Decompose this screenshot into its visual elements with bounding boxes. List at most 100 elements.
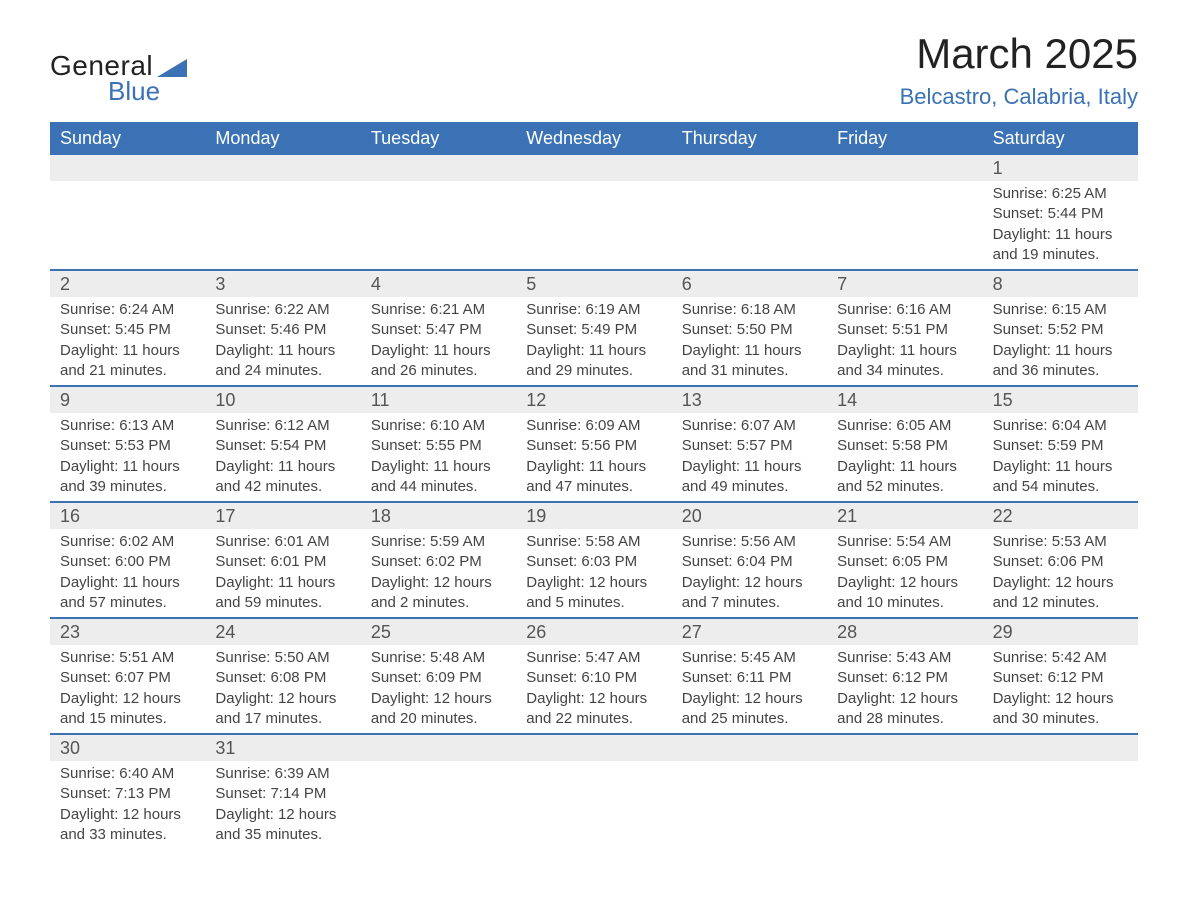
day-line-sunrise: Sunrise: 6:19 AM <box>526 300 661 320</box>
day-line-day2: and 2 minutes. <box>371 593 506 613</box>
day-line-sunset: Sunset: 6:04 PM <box>682 552 817 572</box>
date-row: 1 <box>50 155 1138 181</box>
day-line-day2: and 7 minutes. <box>682 593 817 613</box>
day-line-day1: Daylight: 12 hours <box>682 689 817 709</box>
day-line-day2: and 35 minutes. <box>215 825 350 845</box>
day-line-day2: and 52 minutes. <box>837 477 972 497</box>
logo-triangle-icon <box>157 55 187 77</box>
date-row: 23242526272829 <box>50 617 1138 645</box>
day-line-sunrise: Sunrise: 6:05 AM <box>837 416 972 436</box>
calendar: Sunday Monday Tuesday Wednesday Thursday… <box>50 122 1138 849</box>
day-line-day1: Daylight: 11 hours <box>215 341 350 361</box>
day-cell: Sunrise: 6:18 AMSunset: 5:50 PMDaylight:… <box>672 297 827 385</box>
day-cell: Sunrise: 6:09 AMSunset: 5:56 PMDaylight:… <box>516 413 671 501</box>
day-cell: Sunrise: 6:39 AMSunset: 7:14 PMDaylight:… <box>205 761 360 849</box>
day-cell <box>827 761 982 849</box>
day-line-day2: and 47 minutes. <box>526 477 661 497</box>
day-cell: Sunrise: 5:59 AMSunset: 6:02 PMDaylight:… <box>361 529 516 617</box>
date-number <box>516 735 671 761</box>
day-cell: Sunrise: 6:40 AMSunset: 7:13 PMDaylight:… <box>50 761 205 849</box>
date-number: 4 <box>361 271 516 297</box>
weekday-header-row: Sunday Monday Tuesday Wednesday Thursday… <box>50 122 1138 155</box>
day-line-day2: and 10 minutes. <box>837 593 972 613</box>
date-number: 17 <box>205 503 360 529</box>
day-cell: Sunrise: 6:19 AMSunset: 5:49 PMDaylight:… <box>516 297 671 385</box>
day-line-day2: and 28 minutes. <box>837 709 972 729</box>
date-number: 3 <box>205 271 360 297</box>
date-number <box>827 735 982 761</box>
day-line-day1: Daylight: 11 hours <box>837 457 972 477</box>
date-number: 1 <box>983 155 1138 181</box>
day-cell: Sunrise: 6:01 AMSunset: 6:01 PMDaylight:… <box>205 529 360 617</box>
day-line-sunrise: Sunrise: 6:12 AM <box>215 416 350 436</box>
date-number: 14 <box>827 387 982 413</box>
date-number: 2 <box>50 271 205 297</box>
date-number: 19 <box>516 503 671 529</box>
day-line-sunrise: Sunrise: 5:59 AM <box>371 532 506 552</box>
date-number <box>827 155 982 181</box>
day-line-day2: and 34 minutes. <box>837 361 972 381</box>
day-line-day2: and 21 minutes. <box>60 361 195 381</box>
day-line-sunset: Sunset: 7:14 PM <box>215 784 350 804</box>
day-cell: Sunrise: 5:48 AMSunset: 6:09 PMDaylight:… <box>361 645 516 733</box>
date-number: 27 <box>672 619 827 645</box>
day-line-day2: and 17 minutes. <box>215 709 350 729</box>
day-line-sunrise: Sunrise: 6:18 AM <box>682 300 817 320</box>
day-cell: Sunrise: 5:42 AMSunset: 6:12 PMDaylight:… <box>983 645 1138 733</box>
data-row: Sunrise: 6:40 AMSunset: 7:13 PMDaylight:… <box>50 761 1138 849</box>
day-line-sunrise: Sunrise: 6:25 AM <box>993 184 1128 204</box>
day-line-day1: Daylight: 12 hours <box>837 689 972 709</box>
date-number <box>361 735 516 761</box>
day-line-day2: and 22 minutes. <box>526 709 661 729</box>
day-line-day1: Daylight: 11 hours <box>60 457 195 477</box>
day-cell: Sunrise: 5:54 AMSunset: 6:05 PMDaylight:… <box>827 529 982 617</box>
logo: General Blue <box>50 50 187 107</box>
data-row: Sunrise: 5:51 AMSunset: 6:07 PMDaylight:… <box>50 645 1138 733</box>
day-line-sunset: Sunset: 5:44 PM <box>993 204 1128 224</box>
weeks-container: 1Sunrise: 6:25 AMSunset: 5:44 PMDaylight… <box>50 155 1138 849</box>
day-line-sunrise: Sunrise: 5:48 AM <box>371 648 506 668</box>
day-line-sunrise: Sunrise: 5:56 AM <box>682 532 817 552</box>
day-cell: Sunrise: 6:22 AMSunset: 5:46 PMDaylight:… <box>205 297 360 385</box>
day-cell: Sunrise: 6:05 AMSunset: 5:58 PMDaylight:… <box>827 413 982 501</box>
day-line-day1: Daylight: 12 hours <box>371 573 506 593</box>
date-number: 7 <box>827 271 982 297</box>
day-line-day2: and 39 minutes. <box>60 477 195 497</box>
day-line-sunset: Sunset: 7:13 PM <box>60 784 195 804</box>
day-cell: Sunrise: 5:50 AMSunset: 6:08 PMDaylight:… <box>205 645 360 733</box>
date-number: 29 <box>983 619 1138 645</box>
day-line-sunset: Sunset: 6:01 PM <box>215 552 350 572</box>
date-number: 12 <box>516 387 671 413</box>
day-line-sunset: Sunset: 6:03 PM <box>526 552 661 572</box>
day-line-sunrise: Sunrise: 6:16 AM <box>837 300 972 320</box>
date-number <box>672 155 827 181</box>
day-line-sunset: Sunset: 5:54 PM <box>215 436 350 456</box>
date-row: 16171819202122 <box>50 501 1138 529</box>
date-row: 9101112131415 <box>50 385 1138 413</box>
day-line-sunrise: Sunrise: 5:47 AM <box>526 648 661 668</box>
day-line-day2: and 20 minutes. <box>371 709 506 729</box>
date-number <box>50 155 205 181</box>
day-cell <box>205 181 360 269</box>
day-line-day2: and 15 minutes. <box>60 709 195 729</box>
day-cell: Sunrise: 5:53 AMSunset: 6:06 PMDaylight:… <box>983 529 1138 617</box>
day-line-sunrise: Sunrise: 5:45 AM <box>682 648 817 668</box>
day-cell: Sunrise: 5:56 AMSunset: 6:04 PMDaylight:… <box>672 529 827 617</box>
day-line-day2: and 49 minutes. <box>682 477 817 497</box>
day-cell: Sunrise: 6:25 AMSunset: 5:44 PMDaylight:… <box>983 181 1138 269</box>
date-number: 26 <box>516 619 671 645</box>
date-number: 15 <box>983 387 1138 413</box>
day-cell: Sunrise: 5:45 AMSunset: 6:11 PMDaylight:… <box>672 645 827 733</box>
day-line-sunset: Sunset: 5:52 PM <box>993 320 1128 340</box>
day-line-day2: and 5 minutes. <box>526 593 661 613</box>
day-line-sunset: Sunset: 6:12 PM <box>993 668 1128 688</box>
day-line-sunrise: Sunrise: 6:39 AM <box>215 764 350 784</box>
day-line-day1: Daylight: 12 hours <box>60 689 195 709</box>
day-cell <box>672 761 827 849</box>
day-line-sunrise: Sunrise: 6:01 AM <box>215 532 350 552</box>
day-line-sunset: Sunset: 5:58 PM <box>837 436 972 456</box>
day-line-sunset: Sunset: 5:50 PM <box>682 320 817 340</box>
date-number: 13 <box>672 387 827 413</box>
title-month: March 2025 <box>900 30 1138 78</box>
day-line-sunrise: Sunrise: 6:13 AM <box>60 416 195 436</box>
